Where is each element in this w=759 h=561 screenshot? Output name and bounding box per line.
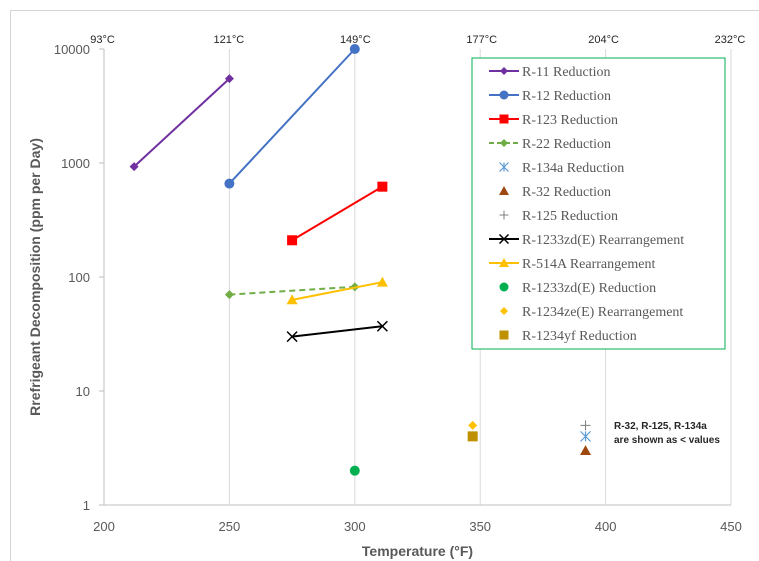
x-tick-label: 450 (720, 519, 742, 534)
x-tick-label: 350 (469, 519, 491, 534)
series-1 (224, 44, 360, 189)
legend-item: R-1234yf Reduction (499, 329, 637, 344)
data-point (580, 445, 592, 456)
data-point (224, 74, 234, 84)
series-line (133, 77, 231, 168)
series-5 (580, 445, 592, 456)
series-line (291, 185, 383, 242)
series-line (291, 281, 383, 301)
legend-item: R-12 Reduction (489, 89, 611, 104)
y-tick-label: 1000 (61, 156, 90, 171)
annotation-text: are shown as < values (614, 435, 720, 446)
y-tick-label: 1 (83, 498, 90, 513)
legend-label: R-125 Reduction (522, 209, 618, 224)
legend-label: R-1233zd(E) Rearrangement (522, 233, 684, 248)
legend-item: R-32 Reduction (499, 185, 611, 200)
top-axis-tick-label: 204°C (588, 34, 619, 46)
series-line (229, 285, 355, 296)
legend-label: R-12 Reduction (522, 89, 611, 104)
y-tick-label: 10000 (54, 42, 90, 57)
legend: R-11 Reduction R-12 Reduction R-123 Reduct… (471, 57, 726, 350)
data-point (580, 420, 591, 431)
data-point (287, 235, 298, 246)
x-tick-label: 200 (93, 519, 115, 534)
legend-marker (500, 139, 508, 147)
legend-marker (500, 67, 508, 75)
data-point (224, 178, 235, 189)
x-tick-label: 300 (344, 519, 366, 534)
series-9 (349, 465, 360, 476)
legend-label: R-134a Reduction (522, 161, 624, 176)
chart-frame (10, 10, 759, 561)
legend-marker (499, 90, 509, 100)
legend-label: R-1233zd(E) Reduction (522, 281, 656, 296)
data-point (467, 431, 478, 442)
series-line (228, 48, 356, 185)
data-point (286, 294, 298, 305)
legend-item: R-1234ze(E) Rearrangement (500, 305, 683, 320)
data-point (349, 465, 360, 476)
x-tick-label: 250 (219, 519, 241, 534)
legend-marker (499, 210, 509, 220)
data-point (286, 331, 298, 343)
legend-item: R-123 Reduction (489, 113, 618, 128)
data-point (376, 320, 388, 332)
data-point (580, 430, 591, 442)
legend-marker (499, 258, 509, 267)
legend-marker (499, 330, 509, 340)
data-point (349, 44, 360, 54)
legend-marker (499, 282, 509, 292)
series-line (291, 325, 383, 338)
series-10 (468, 420, 478, 430)
x-tick-label: 400 (595, 519, 617, 534)
series-4 (580, 430, 591, 442)
series-2 (287, 181, 388, 246)
data-point (468, 420, 478, 430)
legend-item: R-11 Reduction (489, 65, 611, 80)
annotations: R-32, R-125, R-134a are shown as < values (614, 421, 720, 446)
top-axis-tick-label: 177°C (466, 34, 497, 46)
series-8 (286, 276, 388, 305)
series-0 (129, 74, 234, 172)
series-11 (467, 431, 478, 442)
top-axis-tick-label: 93°C (90, 34, 115, 46)
legend-label: R-11 Reduction (522, 65, 611, 80)
top-axis-tick-label: 149°C (340, 34, 371, 46)
y-tick-label: 100 (68, 270, 90, 285)
legend-item: R-22 Reduction (489, 137, 611, 152)
legend-marker (500, 307, 508, 315)
legend-item: R-1233zd(E) Rearrangement (489, 233, 684, 248)
legend-label: R-22 Reduction (522, 137, 611, 152)
legend-label: R-1234ze(E) Rearrangement (522, 305, 683, 320)
data-point (224, 290, 234, 300)
legend-item: R-1233zd(E) Reduction (499, 281, 656, 296)
legend-marker (499, 162, 509, 172)
legend-label: R-32 Reduction (522, 185, 611, 200)
legend-marker (499, 114, 509, 124)
legend-marker (499, 186, 509, 195)
series-7 (286, 320, 388, 343)
series-layer (129, 44, 592, 476)
data-point (129, 162, 139, 172)
legend-box (471, 57, 726, 350)
annotation-text: R-32, R-125, R-134a (614, 421, 707, 432)
legend-marker (498, 233, 510, 245)
top-axis-tick-label: 232°C (715, 34, 746, 46)
data-point (376, 276, 388, 287)
legend-label: R-123 Reduction (522, 113, 618, 128)
series-6 (580, 420, 591, 431)
data-point (377, 181, 388, 192)
top-axis-tick-label: 121°C (214, 34, 245, 46)
x-axis-title: Temperature (°F) (362, 543, 473, 559)
legend-item: R-514A Rearrangement (489, 257, 655, 272)
legend-label: R-1234yf Reduction (522, 329, 637, 344)
y-axis-title: Rrefrigeant Decomposition (ppm per Day) (27, 138, 43, 416)
y-tick-label: 10 (76, 384, 90, 399)
legend-item: R-134a Reduction (499, 161, 624, 176)
legend-label: R-514A Rearrangement (522, 257, 655, 272)
legend-item: R-125 Reduction (499, 209, 618, 224)
